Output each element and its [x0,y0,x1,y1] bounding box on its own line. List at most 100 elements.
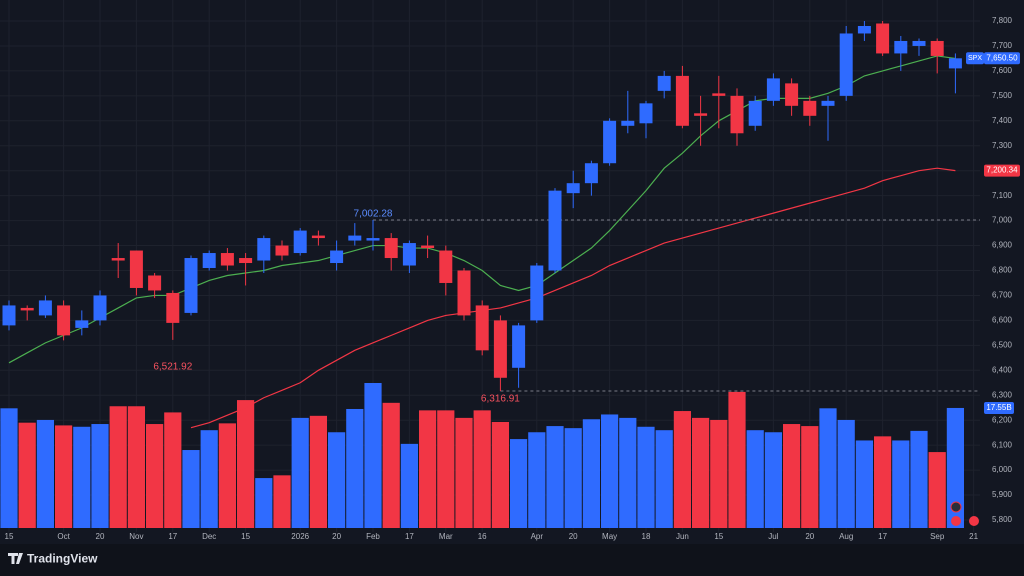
volume-bar [237,400,255,528]
volume-bar [910,430,928,528]
candle-body [439,250,453,283]
volume-bar [783,424,801,528]
x-tick-label: Apr [531,532,544,541]
x-tick-label: 2026 [291,532,309,541]
volume-bar [582,419,600,528]
candle-body [148,275,162,291]
x-tick-label: 15 [714,532,723,541]
volume-bar [255,478,273,528]
y-tick-label: 6,100 [992,440,1013,449]
volume-bar [0,408,18,528]
candle-body [639,103,653,124]
y-tick-label: 6,000 [992,465,1013,474]
volume-bar [746,430,764,528]
volume-bar [127,406,145,528]
x-tick-label: 17 [405,532,414,541]
x-tick-label: 20 [569,532,578,541]
candle-body [584,163,598,184]
volume-bar [601,414,619,528]
event-icon [950,501,962,513]
candle-body [694,113,708,116]
candle-body [20,307,34,311]
volume-bar [764,432,782,528]
candle-body [748,100,762,126]
volume-bar [455,417,473,528]
plot: 7,002.28 6,521.92 6,316.91 7,650.50 7,200.34… [0,21,1020,528]
candle-body [421,245,435,249]
price-annotation: 6,521.92 [153,362,192,373]
volume-tag-label: 17.55B [986,403,1011,412]
volume-bar [510,439,528,528]
volume-bar [892,440,910,528]
candle-body [839,33,853,96]
candle-body [184,258,198,313]
volume-bar [855,440,873,528]
candle-body [603,120,617,164]
volume-bar [564,428,582,528]
candle-body [129,250,143,288]
volume-bar [91,424,109,528]
candle-body [785,83,799,106]
candle-body [38,300,52,316]
volume-bar [146,424,164,528]
x-tick-label: Oct [57,532,70,541]
volume-bar [801,426,819,528]
footer [0,544,1024,576]
candle-body [730,95,744,134]
symbol-tag [966,52,984,65]
x-tick-label: May [602,532,617,541]
candle-body [621,120,635,126]
volume-bar [328,432,346,528]
candle-body [566,183,580,194]
volume-bar [619,417,637,528]
volume-bar [655,430,673,528]
volume-bar [837,419,855,528]
candle-body [930,40,944,56]
price-tag-label: 7,200.34 [986,166,1018,175]
y-tick-label: 7,000 [992,216,1013,225]
volume-bar [710,419,728,528]
candle-body [220,253,234,266]
y-tick-label: 7,500 [992,91,1013,100]
candle-body [475,305,489,351]
candle-body [876,23,890,54]
volume-bar [73,426,91,528]
price-tag [984,52,1020,65]
price-tag [984,164,1020,177]
candle-body [257,238,271,261]
volume-bar [946,407,964,528]
volume-bar [419,410,437,528]
candle-body [75,320,89,328]
candle-body [57,305,71,336]
y-tick-label: 5,800 [992,515,1013,524]
volume-bar [18,422,36,528]
candle-body [821,100,835,106]
candle-body [894,40,908,54]
brand-name: TradingView [27,552,98,566]
candle-body [712,93,726,96]
x-tick-label: 17 [878,532,887,541]
volume-bar [637,426,655,528]
volume-bar [309,415,327,528]
volume-bar [728,391,746,528]
x-tick-label: Feb [366,532,380,541]
x-tick-label: 20 [805,532,814,541]
y-tick-label: 7,700 [992,41,1013,50]
candle-body [402,243,416,266]
candle-body [166,292,180,323]
volume-bar [346,408,364,528]
volume-bar [928,452,946,528]
x-tick-label: Mar [439,532,453,541]
volume-tag [984,401,1014,414]
candle-body [348,235,362,241]
y-tick-label: 6,900 [992,241,1013,250]
volume-bar [673,411,691,528]
candle-body [948,58,962,69]
candle-body [384,238,398,259]
candle-body [657,75,671,91]
y-tick-label: 7,300 [992,141,1013,150]
x-tick-label: Sep [930,532,945,541]
x-tick-label: 16 [478,532,487,541]
x-tick-label: 18 [642,532,651,541]
